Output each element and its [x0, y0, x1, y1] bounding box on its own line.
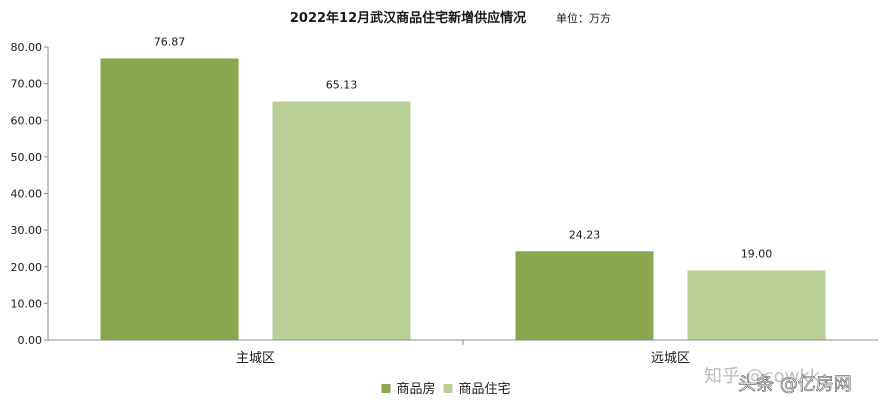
y-tick-label: 30.00 [11, 224, 43, 237]
y-tick-label: 80.00 [11, 41, 43, 54]
y-axis: 0.00 10.00 20.00 30.00 40.00 50.00 60.00 70.00 8… [11, 41, 49, 347]
data-label: 65.13 [326, 78, 358, 91]
bars: 76.87 65.13 24.23 19.00 [100, 35, 826, 341]
legend-swatch [443, 384, 453, 393]
legend-label: 商品住宅 [459, 382, 511, 397]
watermark-zhihu: 知乎 @cowkk [704, 366, 821, 387]
x-tick-label: 主城区 [236, 351, 275, 366]
watermarks: 知乎 @cowkk 头条 @亿房网 [704, 366, 852, 395]
y-tick-label: 10.00 [11, 297, 43, 310]
y-tick-label: 0.00 [18, 334, 43, 347]
y-tick-label: 50.00 [11, 151, 43, 164]
bar [515, 251, 654, 340]
legend-label: 商品房 [397, 381, 436, 397]
bar [100, 58, 239, 340]
chart-title: 2022年12月武汉商品住宅新增供应情况 [290, 10, 526, 26]
legend-swatch [381, 384, 391, 393]
x-axis: 主城区 远城区 [48, 339, 878, 366]
y-tick-label: 60.00 [11, 114, 43, 127]
bar [272, 101, 411, 341]
bar [687, 270, 826, 340]
legend: 商品房 商品住宅 [381, 381, 511, 397]
y-tick-label: 40.00 [11, 188, 43, 201]
data-label: 24.23 [569, 228, 601, 241]
unit-label: 单位：万方 [556, 11, 611, 25]
y-tick-label: 70.00 [11, 78, 43, 91]
data-label: 19.00 [741, 247, 773, 260]
watermark-toutiao: 头条 @亿房网 [738, 374, 852, 395]
y-tick-label: 20.00 [11, 261, 43, 274]
x-tick-label: 远城区 [651, 351, 690, 366]
data-label: 76.87 [154, 35, 186, 48]
